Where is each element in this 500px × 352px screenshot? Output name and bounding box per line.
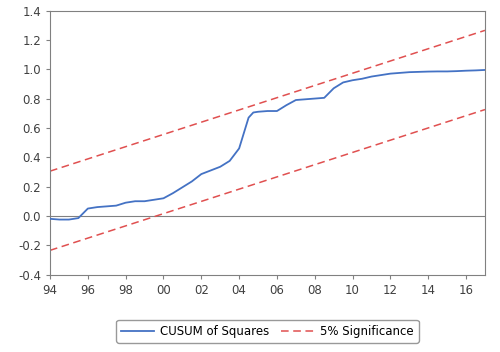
- Legend: CUSUM of Squares, 5% Significance: CUSUM of Squares, 5% Significance: [116, 320, 418, 342]
